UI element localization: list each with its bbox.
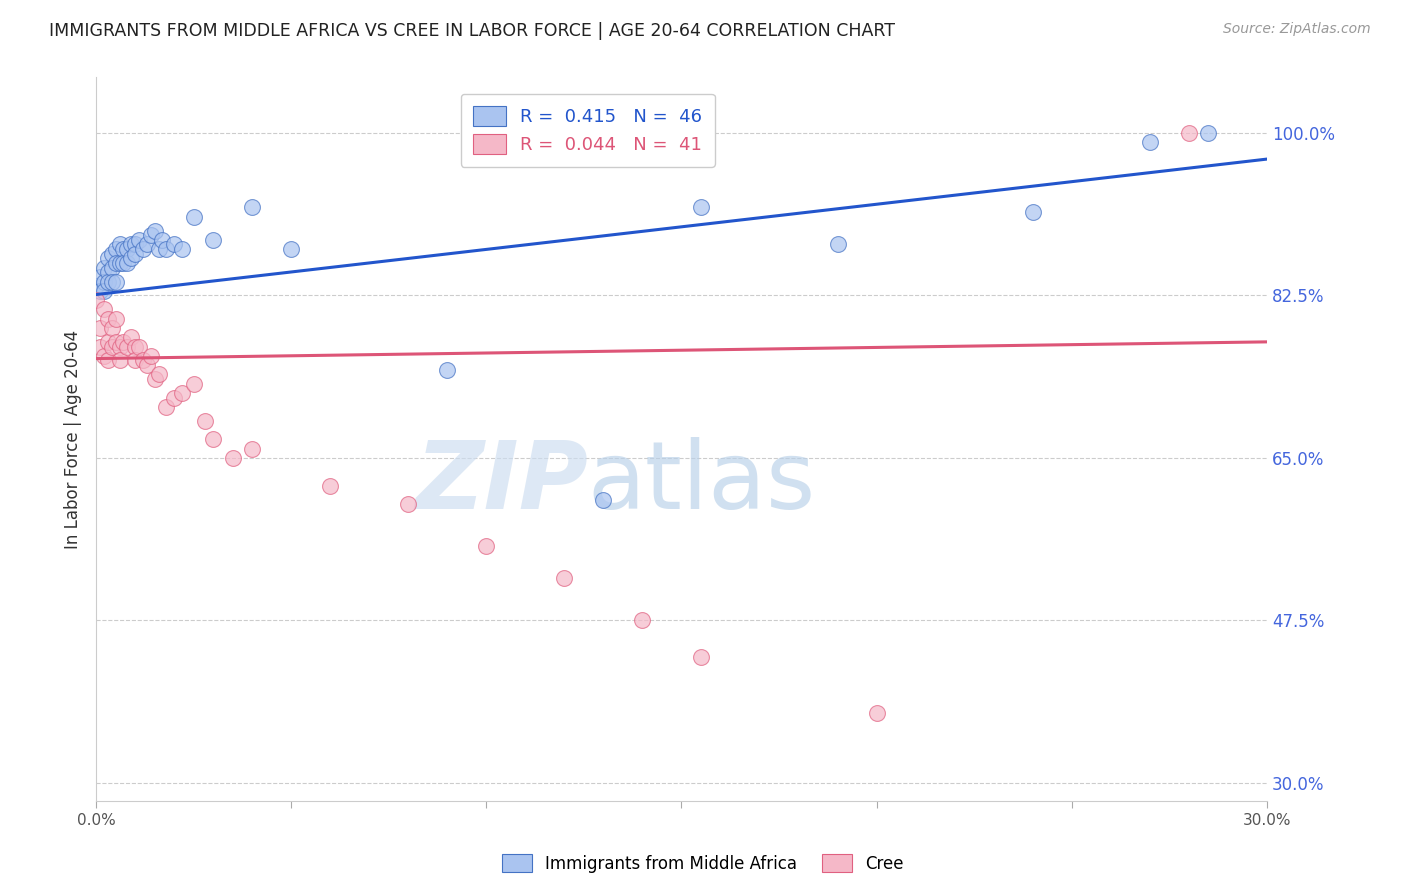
Point — [163, 237, 186, 252]
Point — [221, 450, 243, 465]
Point — [84, 293, 107, 307]
Point — [89, 269, 111, 284]
Point — [89, 339, 111, 353]
Point — [100, 260, 122, 275]
Point — [97, 311, 120, 326]
Point — [112, 334, 135, 349]
Point — [280, 242, 302, 256]
Point — [553, 571, 575, 585]
Point — [108, 237, 131, 252]
Y-axis label: In Labor Force | Age 20-64: In Labor Force | Age 20-64 — [65, 330, 82, 549]
Point — [89, 321, 111, 335]
Point — [120, 237, 142, 252]
Point — [865, 706, 887, 720]
Point — [240, 200, 263, 214]
Point — [128, 339, 150, 353]
Point — [124, 339, 146, 353]
Point — [132, 353, 155, 368]
Point — [183, 376, 205, 391]
Point — [100, 321, 122, 335]
Point — [319, 478, 342, 492]
Point — [93, 275, 115, 289]
Point — [128, 233, 150, 247]
Point — [1139, 136, 1161, 150]
Point — [89, 284, 111, 298]
Point — [104, 334, 127, 349]
Point — [170, 242, 193, 256]
Point — [135, 237, 157, 252]
Point — [124, 353, 146, 368]
Point — [120, 330, 142, 344]
Point — [1178, 126, 1201, 140]
Point — [108, 353, 131, 368]
Point — [104, 311, 127, 326]
Point — [97, 334, 120, 349]
Point — [690, 200, 713, 214]
Point — [1022, 205, 1045, 219]
Point — [152, 233, 174, 247]
Point — [124, 246, 146, 260]
Point — [112, 256, 135, 270]
Point — [690, 650, 713, 665]
Point — [100, 246, 122, 260]
Point — [183, 210, 205, 224]
Point — [97, 265, 120, 279]
Point — [143, 372, 166, 386]
Point — [117, 242, 139, 256]
Point — [139, 228, 162, 243]
Point — [104, 275, 127, 289]
Text: IMMIGRANTS FROM MIDDLE AFRICA VS CREE IN LABOR FORCE | AGE 20-64 CORRELATION CHA: IMMIGRANTS FROM MIDDLE AFRICA VS CREE IN… — [49, 22, 896, 40]
Text: ZIP: ZIP — [415, 437, 588, 529]
Point — [108, 256, 131, 270]
Point — [240, 442, 263, 456]
Point — [139, 349, 162, 363]
Point — [93, 349, 115, 363]
Point — [84, 279, 107, 293]
Point — [202, 233, 225, 247]
Point — [155, 400, 177, 414]
Point — [194, 414, 217, 428]
Legend: Immigrants from Middle Africa, Cree: Immigrants from Middle Africa, Cree — [495, 847, 911, 880]
Point — [827, 237, 849, 252]
Point — [143, 223, 166, 237]
Point — [148, 242, 170, 256]
Point — [155, 242, 177, 256]
Point — [93, 260, 115, 275]
Point — [97, 252, 120, 266]
Point — [124, 237, 146, 252]
Point — [631, 613, 654, 627]
Point — [592, 492, 614, 507]
Point — [148, 368, 170, 382]
Point — [93, 284, 115, 298]
Point — [396, 497, 419, 511]
Text: Source: ZipAtlas.com: Source: ZipAtlas.com — [1223, 22, 1371, 37]
Point — [108, 339, 131, 353]
Point — [104, 256, 127, 270]
Point — [97, 275, 120, 289]
Point — [202, 432, 225, 446]
Point — [120, 252, 142, 266]
Point — [475, 539, 498, 553]
Point — [97, 353, 120, 368]
Point — [117, 339, 139, 353]
Point — [135, 358, 157, 372]
Point — [112, 242, 135, 256]
Point — [117, 256, 139, 270]
Point — [436, 362, 458, 376]
Text: atlas: atlas — [588, 437, 815, 529]
Point — [132, 242, 155, 256]
Point — [1197, 126, 1219, 140]
Point — [100, 275, 122, 289]
Point — [104, 242, 127, 256]
Point — [93, 302, 115, 317]
Point — [170, 385, 193, 400]
Legend: R =  0.415   N =  46, R =  0.044   N =  41: R = 0.415 N = 46, R = 0.044 N = 41 — [461, 94, 714, 167]
Point — [100, 339, 122, 353]
Point — [163, 391, 186, 405]
